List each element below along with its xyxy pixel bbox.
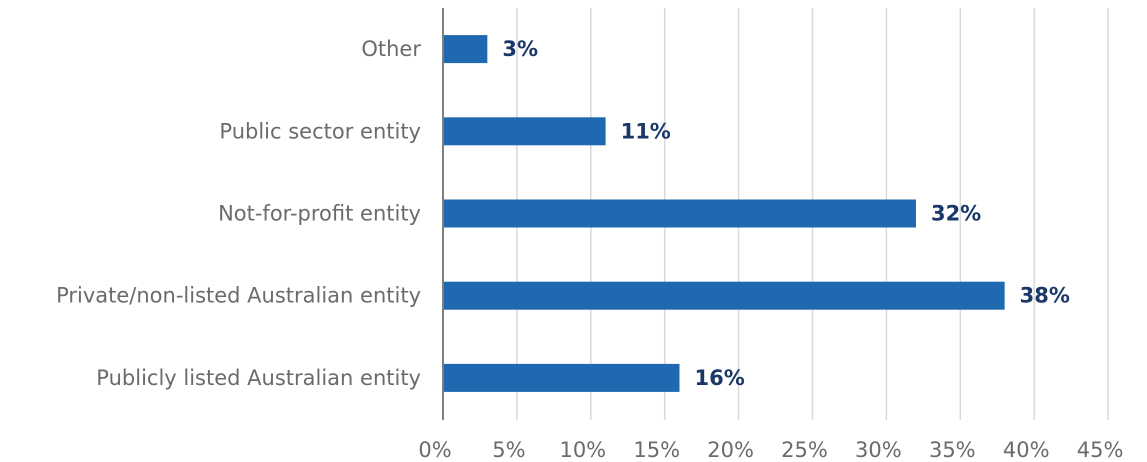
category-label: Public sector entity [219,119,421,143]
data-label: 11% [621,119,671,143]
category-label: Other [361,37,421,61]
x-tick-label: 30% [855,438,902,462]
x-tick-label: 10% [559,438,606,462]
category-label: Not-for-profit entity [218,202,421,226]
x-tick-label: 35% [929,438,976,462]
x-tick-label: 25% [781,438,828,462]
x-tick-label: 15% [633,438,680,462]
x-tick-label: 45% [1077,438,1124,462]
bar [443,281,1005,310]
data-labels: 3% 11% 32% 38% 16% [502,37,1070,390]
category-label: Publicly listed Australian entity [96,366,421,390]
bar [443,199,916,228]
bar [443,35,488,64]
x-tick-label: 5% [492,438,525,462]
data-label: 32% [931,202,981,226]
category-labels: Other Public sector entity Not-for-profit … [56,37,421,390]
bars [443,35,1005,392]
bar [443,363,680,392]
data-label: 16% [694,366,744,390]
x-tick-label: 0% [418,438,451,462]
x-tick-label: 20% [707,438,754,462]
x-axis-tick-labels: 0% 5% 10% 15% 20% 25% 30% 35% 40% 45% [418,438,1123,462]
category-label: Private/non-listed Australian entity [56,284,421,308]
bar [443,117,606,146]
data-label: 3% [502,37,538,61]
x-tick-label: 40% [1003,438,1050,462]
data-label: 38% [1020,284,1070,308]
